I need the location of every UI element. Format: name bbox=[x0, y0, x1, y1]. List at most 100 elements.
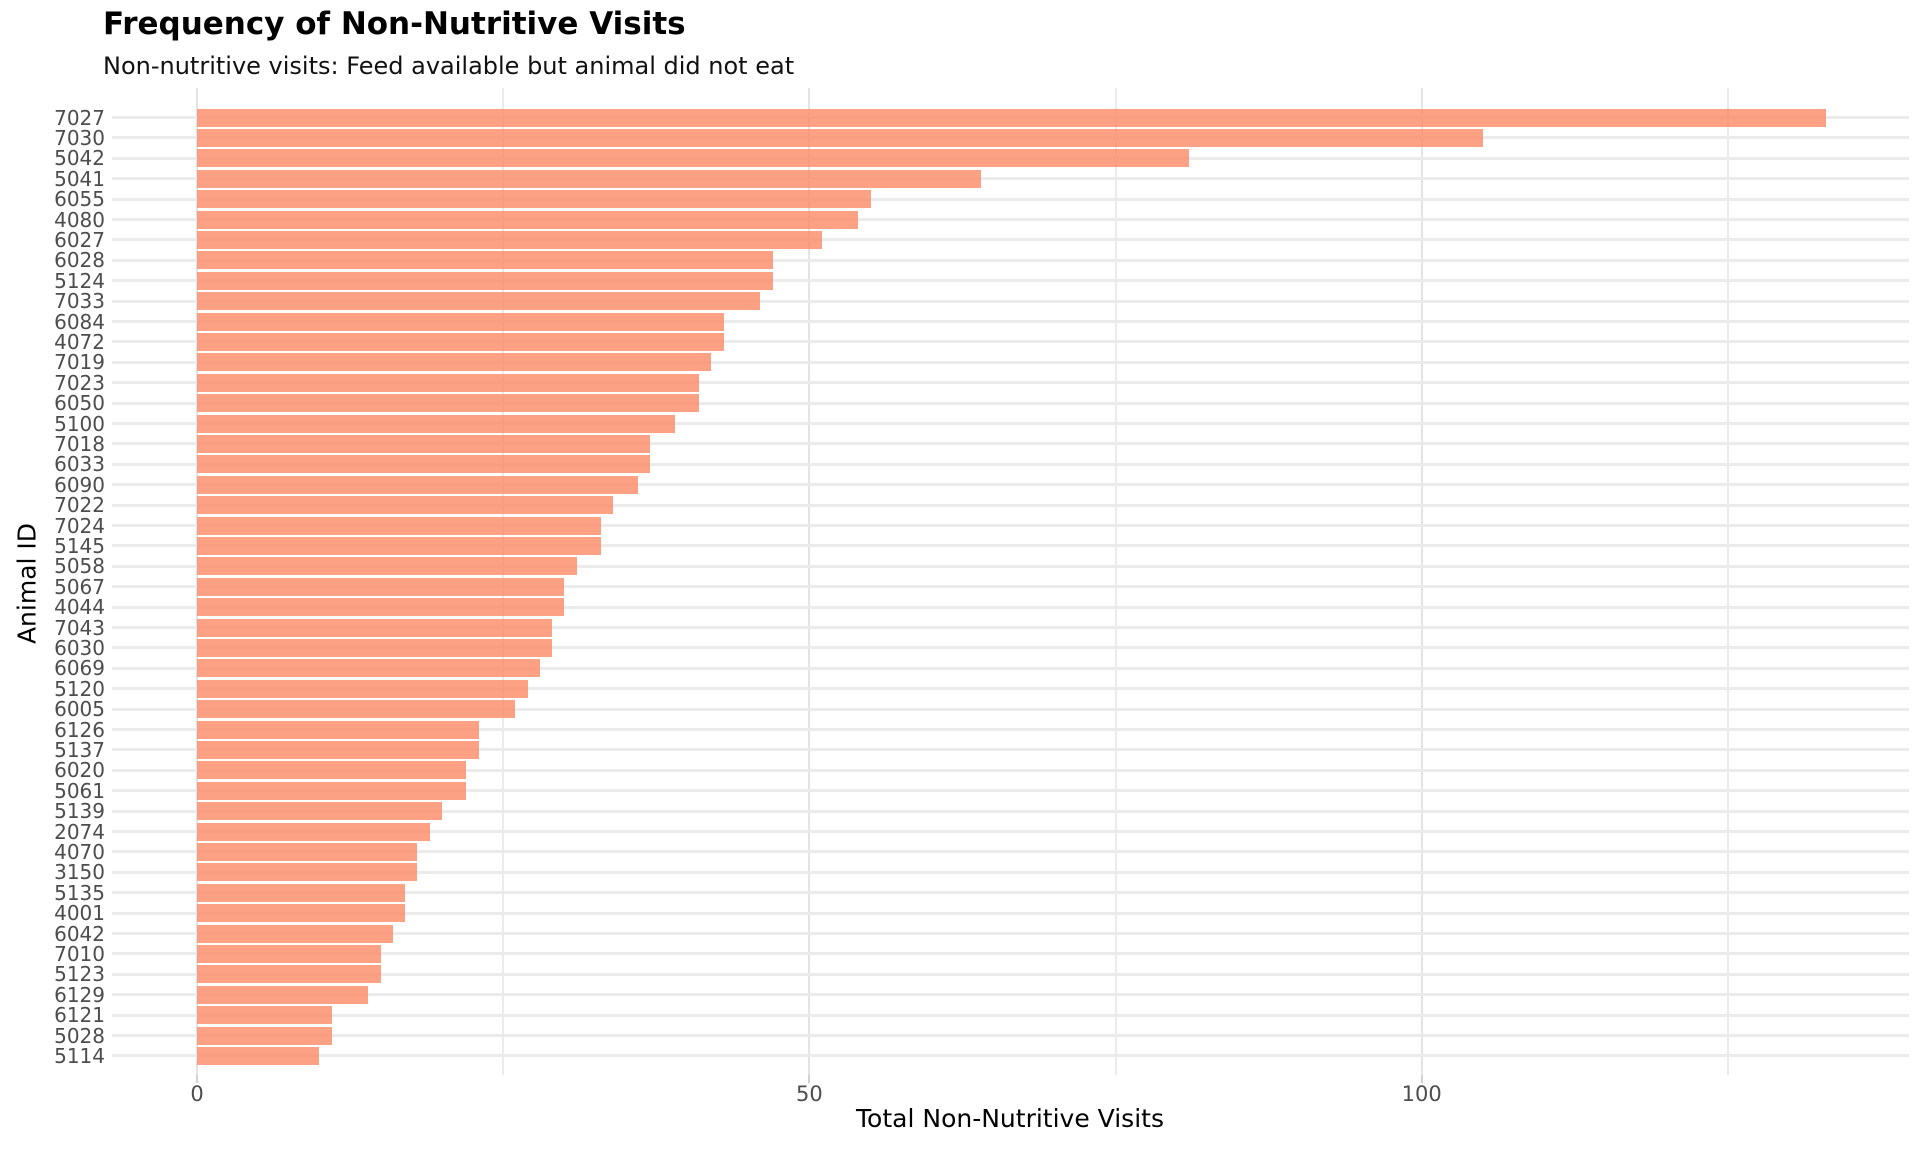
bar-6090 bbox=[197, 475, 638, 494]
bar-7043 bbox=[197, 618, 553, 637]
bar-4072 bbox=[197, 332, 724, 351]
bar-6042 bbox=[197, 924, 393, 943]
y-tick-label-5145: 5145 bbox=[54, 533, 105, 558]
bar-5061 bbox=[197, 781, 467, 800]
bar-6027 bbox=[197, 230, 822, 249]
y-tick-label-6055: 6055 bbox=[54, 187, 105, 212]
x-tick-label-50: 50 bbox=[795, 1082, 823, 1106]
gridline-y-4080 bbox=[112, 218, 1909, 221]
bar-6028 bbox=[197, 251, 773, 270]
bar-6033 bbox=[197, 455, 651, 474]
y-tick-label-5028: 5028 bbox=[54, 1023, 105, 1048]
bar-5028 bbox=[197, 1026, 332, 1045]
x-tick-0 bbox=[196, 1075, 198, 1083]
gridline-y-6084 bbox=[112, 320, 1909, 324]
gridline-y-6069 bbox=[112, 666, 1909, 670]
gridline-y-6055 bbox=[112, 197, 1909, 201]
gridline-x-75 bbox=[1114, 88, 1117, 1075]
y-tick-label-5067: 5067 bbox=[54, 574, 105, 599]
y-tick-label-6030: 6030 bbox=[54, 635, 105, 660]
gridline-y-5124 bbox=[112, 279, 1909, 283]
gridline-y-5041 bbox=[112, 177, 1909, 181]
y-tick-label-6033: 6033 bbox=[54, 452, 105, 477]
x-tick-100 bbox=[1420, 1075, 1423, 1083]
bar-6129 bbox=[197, 985, 369, 1004]
y-tick-label-6090: 6090 bbox=[54, 472, 105, 497]
gridline-y-7023 bbox=[112, 381, 1909, 385]
bar-3150 bbox=[197, 863, 418, 882]
bar-6084 bbox=[197, 312, 724, 331]
gridline-y-6030 bbox=[112, 646, 1909, 650]
y-tick-label-5061: 5061 bbox=[54, 778, 105, 803]
bar-6050 bbox=[197, 394, 700, 413]
bar-7010 bbox=[197, 944, 381, 963]
y-tick-label-6028: 6028 bbox=[54, 248, 105, 273]
gridline-x-100 bbox=[1420, 88, 1423, 1075]
gridline-y-6121 bbox=[112, 1013, 1909, 1017]
bar-6020 bbox=[197, 761, 467, 780]
gridline-y-7043 bbox=[112, 626, 1909, 630]
y-tick-label-7010: 7010 bbox=[54, 941, 105, 966]
gridline-y-6129 bbox=[112, 993, 1909, 997]
y-tick-label-6050: 6050 bbox=[54, 391, 105, 416]
gridline-y-4070 bbox=[112, 850, 1909, 854]
y-tick-label-4044: 4044 bbox=[54, 595, 105, 620]
x-tick-50 bbox=[808, 1075, 811, 1083]
y-tick-label-7043: 7043 bbox=[54, 615, 105, 640]
y-tick-label-6005: 6005 bbox=[54, 697, 105, 722]
bar-7024 bbox=[197, 516, 602, 535]
y-tick-label-3150: 3150 bbox=[54, 860, 105, 885]
bar-7019 bbox=[197, 353, 712, 372]
y-tick-label-5135: 5135 bbox=[54, 880, 105, 905]
bar-7033 bbox=[197, 292, 761, 311]
bar-4080 bbox=[197, 210, 859, 229]
x-tick-label-0: 0 bbox=[190, 1082, 204, 1106]
gridline-y-7010 bbox=[112, 952, 1909, 956]
y-tick-label-6027: 6027 bbox=[54, 227, 105, 252]
y-tick-label-6069: 6069 bbox=[54, 656, 105, 681]
bar-5135 bbox=[197, 883, 406, 902]
y-tick-label-4070: 4070 bbox=[54, 839, 105, 864]
plot-panel bbox=[112, 88, 1909, 1083]
gridline-y-7019 bbox=[112, 360, 1909, 364]
gridline-y-4072 bbox=[112, 340, 1909, 344]
gridline-y-5139 bbox=[112, 809, 1909, 813]
gridline-y-6090 bbox=[112, 483, 1909, 487]
y-tick-label-4001: 4001 bbox=[54, 901, 105, 926]
bar-5137 bbox=[197, 740, 479, 759]
bar-5139 bbox=[197, 802, 442, 821]
gridline-y-7033 bbox=[112, 299, 1909, 303]
y-tick-label-4080: 4080 bbox=[54, 207, 105, 232]
bar-5114 bbox=[197, 1046, 320, 1065]
bar-5123 bbox=[197, 965, 381, 984]
y-tick-label-6042: 6042 bbox=[54, 921, 105, 946]
bar-5042 bbox=[197, 149, 1189, 168]
y-tick-label-4072: 4072 bbox=[54, 329, 105, 354]
gridline-y-7022 bbox=[112, 503, 1909, 507]
bar-6069 bbox=[197, 659, 540, 678]
bar-6126 bbox=[197, 720, 479, 739]
y-tick-label-5139: 5139 bbox=[54, 799, 105, 824]
gridline-y-6020 bbox=[112, 768, 1909, 772]
gridline-y-5145 bbox=[112, 544, 1909, 548]
gridline-y-4001 bbox=[112, 911, 1909, 915]
bar-5120 bbox=[197, 679, 528, 698]
bar-7023 bbox=[197, 373, 700, 392]
gridline-x-125 bbox=[1726, 88, 1729, 1075]
gridline-y-6050 bbox=[112, 401, 1909, 405]
y-tick-label-7024: 7024 bbox=[54, 513, 105, 538]
gridline-y-4044 bbox=[112, 605, 1909, 609]
x-tick-label-100: 100 bbox=[1401, 1082, 1442, 1106]
y-tick-label-7027: 7027 bbox=[54, 105, 105, 130]
y-tick-label-6126: 6126 bbox=[54, 717, 105, 742]
gridline-y-5100 bbox=[112, 422, 1909, 426]
gridline-y-5135 bbox=[112, 891, 1909, 895]
bar-7030 bbox=[197, 128, 1483, 147]
gridline-y-7018 bbox=[112, 442, 1909, 446]
bar-2074 bbox=[197, 822, 430, 841]
y-tick-label-5120: 5120 bbox=[54, 676, 105, 701]
gridline-y-5123 bbox=[112, 972, 1909, 976]
y-tick-label-5124: 5124 bbox=[54, 268, 105, 293]
gridline-y-5067 bbox=[112, 585, 1909, 589]
y-tick-label-6020: 6020 bbox=[54, 758, 105, 783]
